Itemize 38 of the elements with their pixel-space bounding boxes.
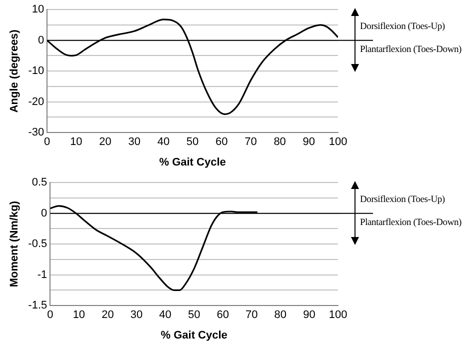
y-tick-label: -0.5: [28, 238, 48, 250]
text: Plantarflexion (Toes-Down): [360, 45, 462, 56]
x-tick-label: 60: [216, 309, 229, 322]
x-tick-label: 100: [328, 136, 348, 148]
y-tick-label: 0.5: [32, 176, 48, 189]
x-tick-label: 70: [246, 309, 258, 322]
text: Plantarflexion (Toes-Down): [360, 218, 462, 228]
x-tick-label: 80: [274, 136, 286, 148]
x-tick-label: 40: [157, 136, 170, 148]
y-tick-label: 10: [32, 4, 44, 16]
x-axis-title: % Gait Cycle: [160, 329, 228, 342]
y-tick-label: 0: [41, 207, 48, 220]
x-tick-label: 50: [188, 309, 200, 322]
x-tick-label: 10: [72, 309, 86, 322]
text: Dorsiflexion (Toes-Up): [360, 195, 445, 206]
x-tick-label: 50: [186, 136, 199, 148]
y-tick-label: -10: [28, 65, 44, 78]
x-tick-label: 60: [216, 136, 228, 148]
y-tick-label: -30: [28, 126, 44, 139]
x-axis-title: % Gait Cycle: [159, 156, 226, 168]
y-axis-title: Moment (Nm/kg): [8, 200, 21, 288]
y-tick-label: -1: [37, 268, 48, 281]
x-tick-label: 90: [302, 136, 316, 148]
x-tick-label: 40: [159, 309, 172, 322]
text: Dorsiflexion (Toes-Up): [360, 22, 445, 32]
x-tick-label: 80: [274, 309, 287, 322]
y-tick-label: -1.5: [28, 300, 48, 312]
x-tick-label: 70: [244, 136, 257, 148]
x-tick-label: 30: [130, 309, 143, 322]
x-tick-label: 20: [99, 136, 112, 148]
y-tick-label: 0: [38, 34, 44, 46]
y-axis-title: Angle (degrees): [8, 29, 21, 113]
y-tick-label: -20: [28, 96, 44, 108]
x-tick-label: 20: [102, 309, 114, 322]
x-tick-label: 90: [303, 309, 316, 322]
x-tick-label: 100: [328, 309, 348, 322]
x-tick-label: 30: [128, 136, 140, 148]
x-tick-label: 10: [70, 136, 82, 148]
